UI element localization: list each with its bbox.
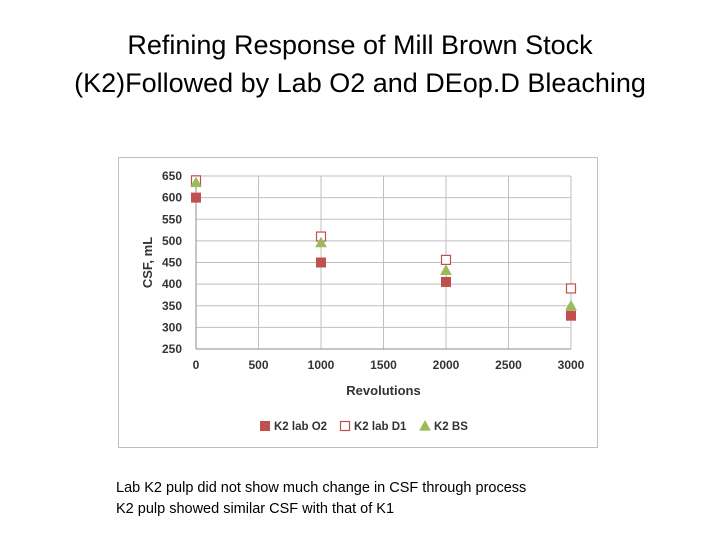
y-tick-label: 550 xyxy=(162,212,182,226)
x-axis-title: Revolutions xyxy=(346,383,420,398)
legend-label: K2 lab D1 xyxy=(354,421,407,433)
data-point-k2-lab-o2 xyxy=(316,257,326,268)
x-tick-label: 3000 xyxy=(558,358,585,372)
data-point-k2-bs xyxy=(565,299,577,311)
x-tick-label: 2500 xyxy=(495,358,522,372)
y-tick-label: 450 xyxy=(162,256,182,270)
data-point-k2-lab-d1 xyxy=(565,283,577,294)
y-tick-label: 350 xyxy=(162,299,182,313)
x-tick-label: 1500 xyxy=(370,358,397,372)
y-tick-label: 250 xyxy=(162,342,182,356)
legend-marker xyxy=(339,420,351,432)
slide-title-line-2: (K2)Followed by Lab O2 and DEop.D Bleach… xyxy=(74,68,646,98)
note-line-2: K2 pulp showed similar CSF with that of … xyxy=(116,501,395,517)
y-tick-label: 600 xyxy=(162,191,182,205)
scatter-chart: 250 300 350 400 450 500 550 600 650 0 500 1000 1500 2… xyxy=(140,169,585,433)
data-point-k2-bs xyxy=(440,264,452,275)
x-tick-label: 2000 xyxy=(433,358,460,372)
y-tick-label: 500 xyxy=(162,234,182,248)
y-tick-label: 300 xyxy=(162,320,182,334)
note-line-1: Lab K2 pulp did not show much change in … xyxy=(116,480,527,496)
legend-marker xyxy=(260,421,270,431)
y-tick-label: 400 xyxy=(162,277,182,291)
data-point-k2-bs xyxy=(190,176,202,188)
data-point-k2-lab-o2 xyxy=(441,276,451,287)
y-tick-label: 650 xyxy=(162,169,182,183)
slide-notes: Lab K2 pulp did not show much change in … xyxy=(116,478,526,520)
x-tick-label: 500 xyxy=(248,358,268,372)
data-point-k2-lab-o2 xyxy=(566,310,576,321)
slide-title: Refining Response of Mill Brown Stock (K… xyxy=(0,26,720,102)
data-point-k2-lab-d1 xyxy=(440,254,452,266)
slide-title-line-1: Refining Response of Mill Brown Stock xyxy=(127,30,593,60)
legend-label: K2 lab O2 xyxy=(274,421,327,433)
data-point-k2-lab-o2 xyxy=(191,192,201,203)
x-tick-label: 1000 xyxy=(308,358,335,372)
data-point-k2-bs xyxy=(315,236,327,248)
legend-marker xyxy=(419,419,431,431)
legend-label: K2 BS xyxy=(434,421,468,433)
x-tick-label: 0 xyxy=(193,358,200,372)
chart-frame: 250 300 350 400 450 500 550 600 650 0 500 1000 1500 2… xyxy=(118,157,598,448)
y-axis-title: CSF, mL xyxy=(140,237,155,288)
